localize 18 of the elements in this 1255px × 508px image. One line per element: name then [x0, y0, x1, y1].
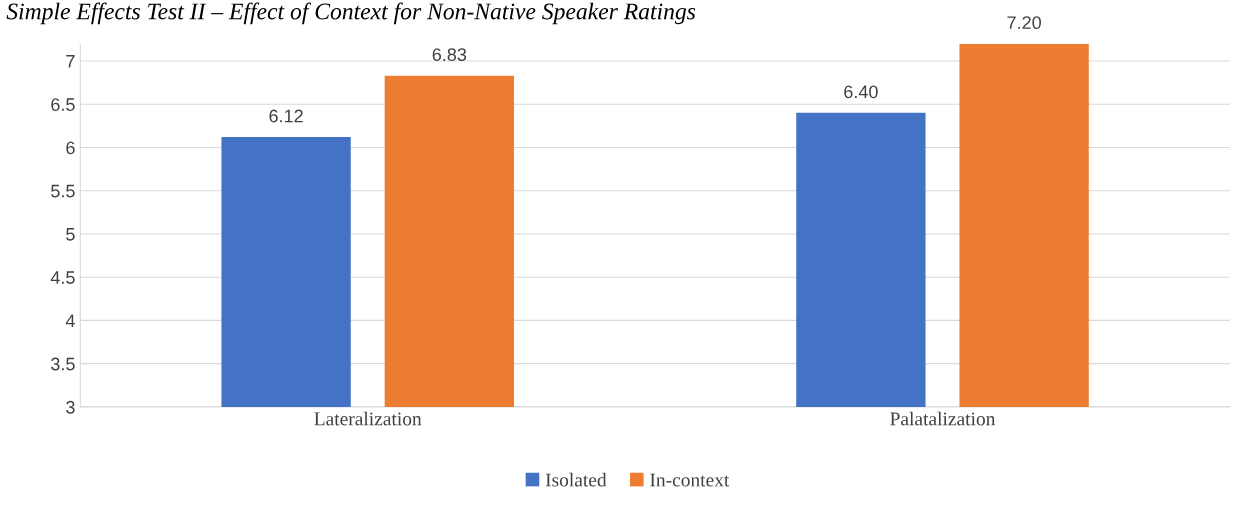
legend-label: In-context [650, 473, 730, 487]
y-tick-label: 6.5 [51, 98, 75, 111]
y-tick-label: 4 [65, 314, 75, 327]
x-tick-label: Palatalization [890, 411, 996, 426]
y-tick-label: 6 [66, 141, 75, 155]
data-label: 6.40 [844, 85, 878, 99]
data-label: 7.20 [1007, 16, 1041, 30]
chart-title: Simple Effects Test II – Effect of Context for Non-Native Speaker Ratings [6, 2, 696, 25]
x-tick-label: Lateralization [314, 411, 422, 426]
y-tick-label: 5 [66, 228, 75, 241]
y-tick-label: 4.5 [50, 271, 75, 284]
y-tick-label: 3.5 [51, 357, 75, 371]
y-tick-label: 5.5 [51, 184, 75, 198]
data-label: 6.83 [432, 48, 467, 62]
y-tick-label: 7 [66, 55, 75, 68]
y-tick-label: 3 [66, 400, 75, 414]
legend-label: Isolated [545, 472, 607, 487]
data-label: 6.12 [269, 109, 303, 123]
